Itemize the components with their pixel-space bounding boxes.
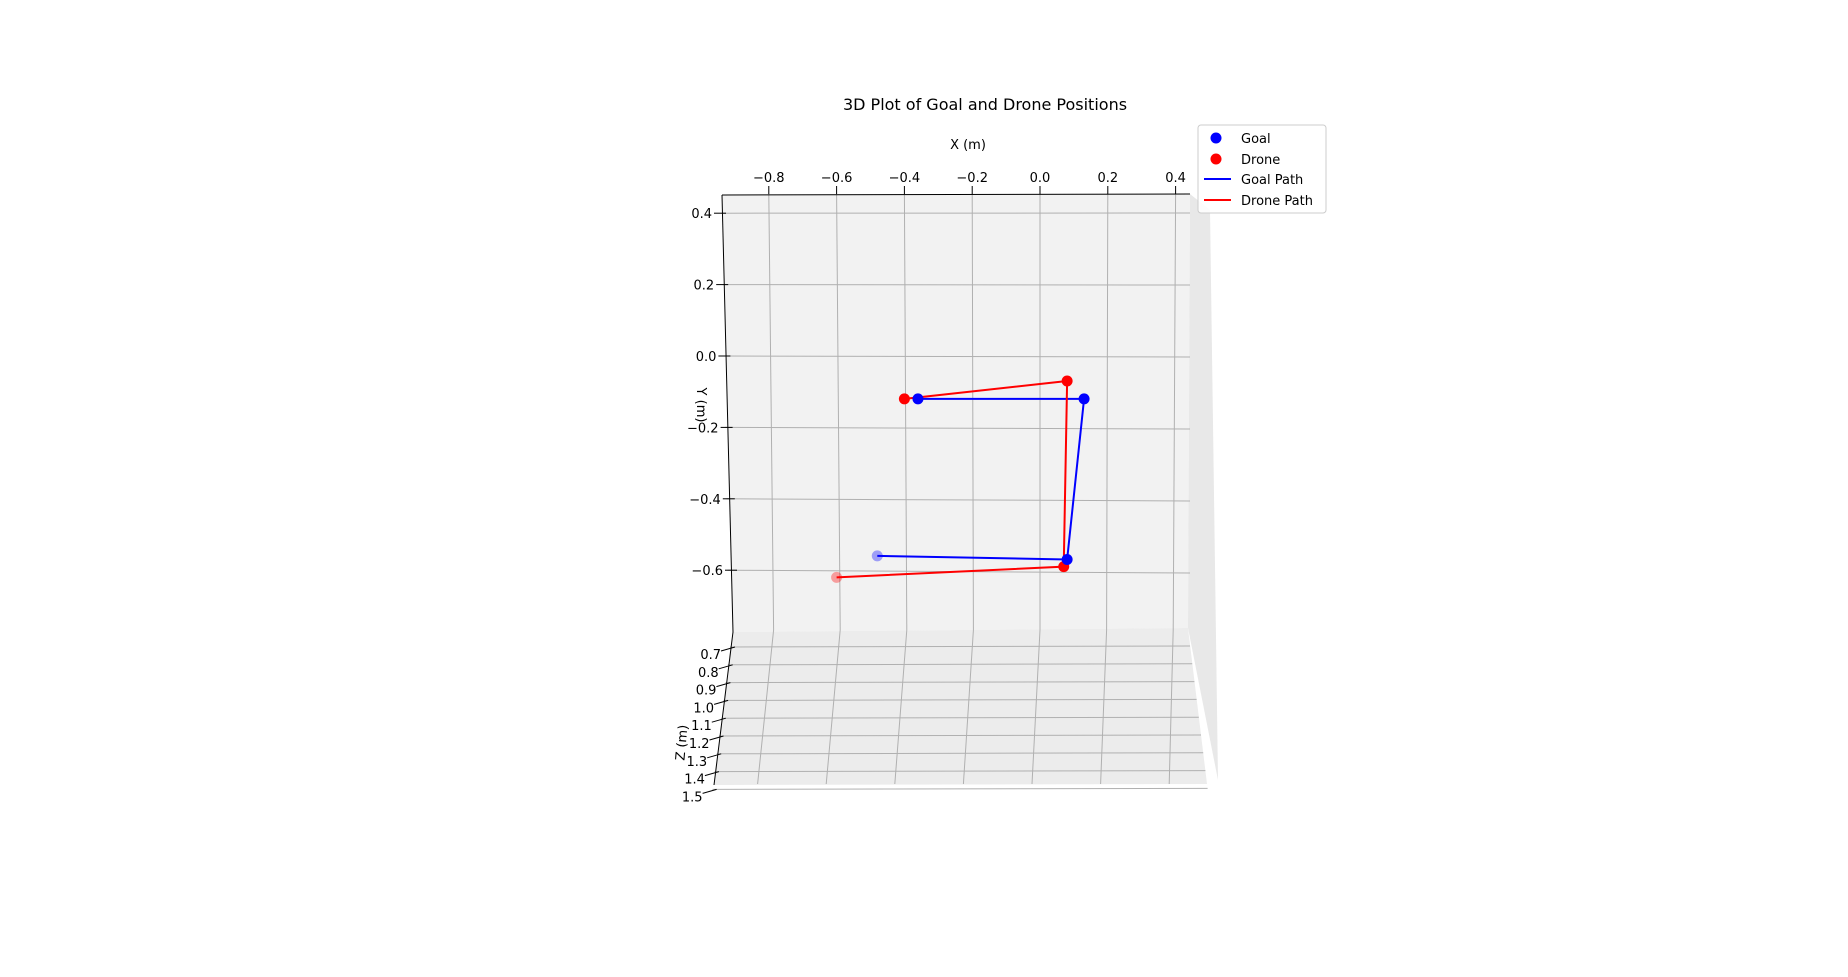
drone-point	[1061, 375, 1073, 387]
x-axis-line	[721, 193, 1191, 196]
x-tick-label: 0.2	[1097, 171, 1118, 186]
z-tick	[709, 735, 724, 741]
legend-goal-path-label: Goal Path	[1241, 173, 1303, 188]
axis-lines	[713, 193, 1191, 786]
z-axis-line	[713, 631, 734, 786]
chart-title: 3D Plot of Goal and Drone Positions	[843, 95, 1127, 114]
legend-goal-label: Goal	[1241, 132, 1271, 147]
z-tick	[716, 682, 731, 688]
y-gridline	[726, 498, 1191, 502]
y-tick-label: 0.4	[691, 207, 712, 222]
x-floor-gridline	[1168, 629, 1174, 785]
legend-frame	[1197, 124, 1327, 214]
z-gridline	[714, 770, 1206, 773]
goal-point	[1061, 553, 1073, 565]
legend-drone-path-label: Drone Path	[1241, 194, 1313, 209]
z-tick-label: 1.3	[687, 755, 708, 770]
axes-panes	[714, 194, 1218, 785]
x-tick-label: 0.4	[1165, 171, 1186, 186]
z-gridline	[721, 716, 1199, 719]
x-axis-label: X (m)	[950, 138, 986, 153]
x-gridline	[1172, 193, 1177, 631]
y-tick-label: −0.6	[691, 564, 723, 579]
z-axis-label: Z (m)	[673, 724, 691, 761]
z-tick	[711, 717, 726, 723]
z-tick-label: 1.5	[682, 790, 703, 805]
y-axis-label: Y (m)	[693, 387, 708, 423]
x-tick-label: −0.4	[889, 171, 921, 186]
z-tick-label: 1.4	[684, 773, 705, 788]
x-floor-gridline	[1100, 629, 1108, 785]
drone-point	[898, 393, 910, 405]
x-tick-label: −0.2	[956, 171, 988, 186]
y-axis-ticks: 0.4 0.2 0.0 −0.2 −0.4 −0.6	[687, 207, 737, 579]
goal-path-line	[877, 397, 1086, 561]
y-tick-label: 0.2	[694, 279, 715, 294]
z-tick	[704, 771, 720, 777]
side-pane	[1188, 194, 1218, 780]
y-gridline	[725, 426, 1191, 430]
z-gridline	[718, 734, 1202, 737]
x-floor-gridline	[894, 629, 908, 785]
back-pane	[722, 194, 1190, 632]
goal-point	[912, 393, 924, 405]
x-floor-gridline	[825, 629, 841, 785]
z-tick	[718, 664, 733, 670]
y-tick-label: 0.0	[696, 350, 717, 365]
x-axis-ticks: −0.8 −0.6 −0.4 −0.2 0.0 0.2 0.4	[753, 171, 1186, 194]
y-axis-line	[721, 194, 734, 633]
z-tick	[713, 699, 729, 705]
y-gridline	[723, 355, 1191, 358]
x-floor-gridline	[1031, 629, 1041, 785]
y-tick-label: −0.2	[687, 421, 719, 436]
x-floor-gridline	[962, 629, 974, 785]
z-gridline	[716, 752, 1204, 755]
goal-point	[1078, 393, 1090, 405]
z-tick	[720, 646, 736, 652]
z-tick	[707, 753, 722, 759]
goal-point	[871, 550, 883, 562]
x-floor-gridline	[757, 629, 775, 785]
drone-point	[831, 571, 843, 583]
z-axis-ticks: 0.7 0.8 0.9 1.0 1.1 1.2 1.3 1.4 1.5	[682, 646, 736, 805]
z-tick-label: 1.0	[693, 701, 714, 716]
x-gridline	[1106, 193, 1109, 631]
drone-path-line	[836, 379, 1069, 579]
grid-lines	[712, 193, 1208, 790]
z-gridline	[712, 787, 1208, 790]
series-points	[831, 375, 1090, 583]
z-gridline	[723, 698, 1197, 701]
z-gridline	[727, 663, 1193, 666]
x-tick-label: −0.6	[821, 171, 853, 186]
z-tick-label: 0.7	[700, 648, 721, 663]
y-tick-label: −0.4	[689, 493, 721, 508]
z-tick-label: 1.1	[691, 719, 712, 734]
x-tick-label: −0.8	[753, 171, 785, 186]
floor-pane	[714, 628, 1207, 785]
z-tick	[702, 788, 717, 794]
legend-goal-marker	[1210, 132, 1222, 144]
z-tick-label: 1.2	[689, 737, 710, 752]
legend-drone-marker	[1210, 153, 1222, 165]
z-tick-label: 0.9	[696, 684, 717, 699]
z-tick-label: 0.8	[698, 666, 719, 681]
z-gridline	[725, 681, 1195, 684]
x-gridline	[768, 193, 775, 631]
x-gridline	[836, 193, 841, 631]
z-gridline	[729, 645, 1191, 648]
series-lines	[836, 379, 1086, 579]
legend-drone-label: Drone	[1241, 153, 1280, 168]
x-tick-label: 0.0	[1030, 171, 1051, 186]
legend: Goal Drone Goal Path Drone Path	[1197, 124, 1327, 214]
